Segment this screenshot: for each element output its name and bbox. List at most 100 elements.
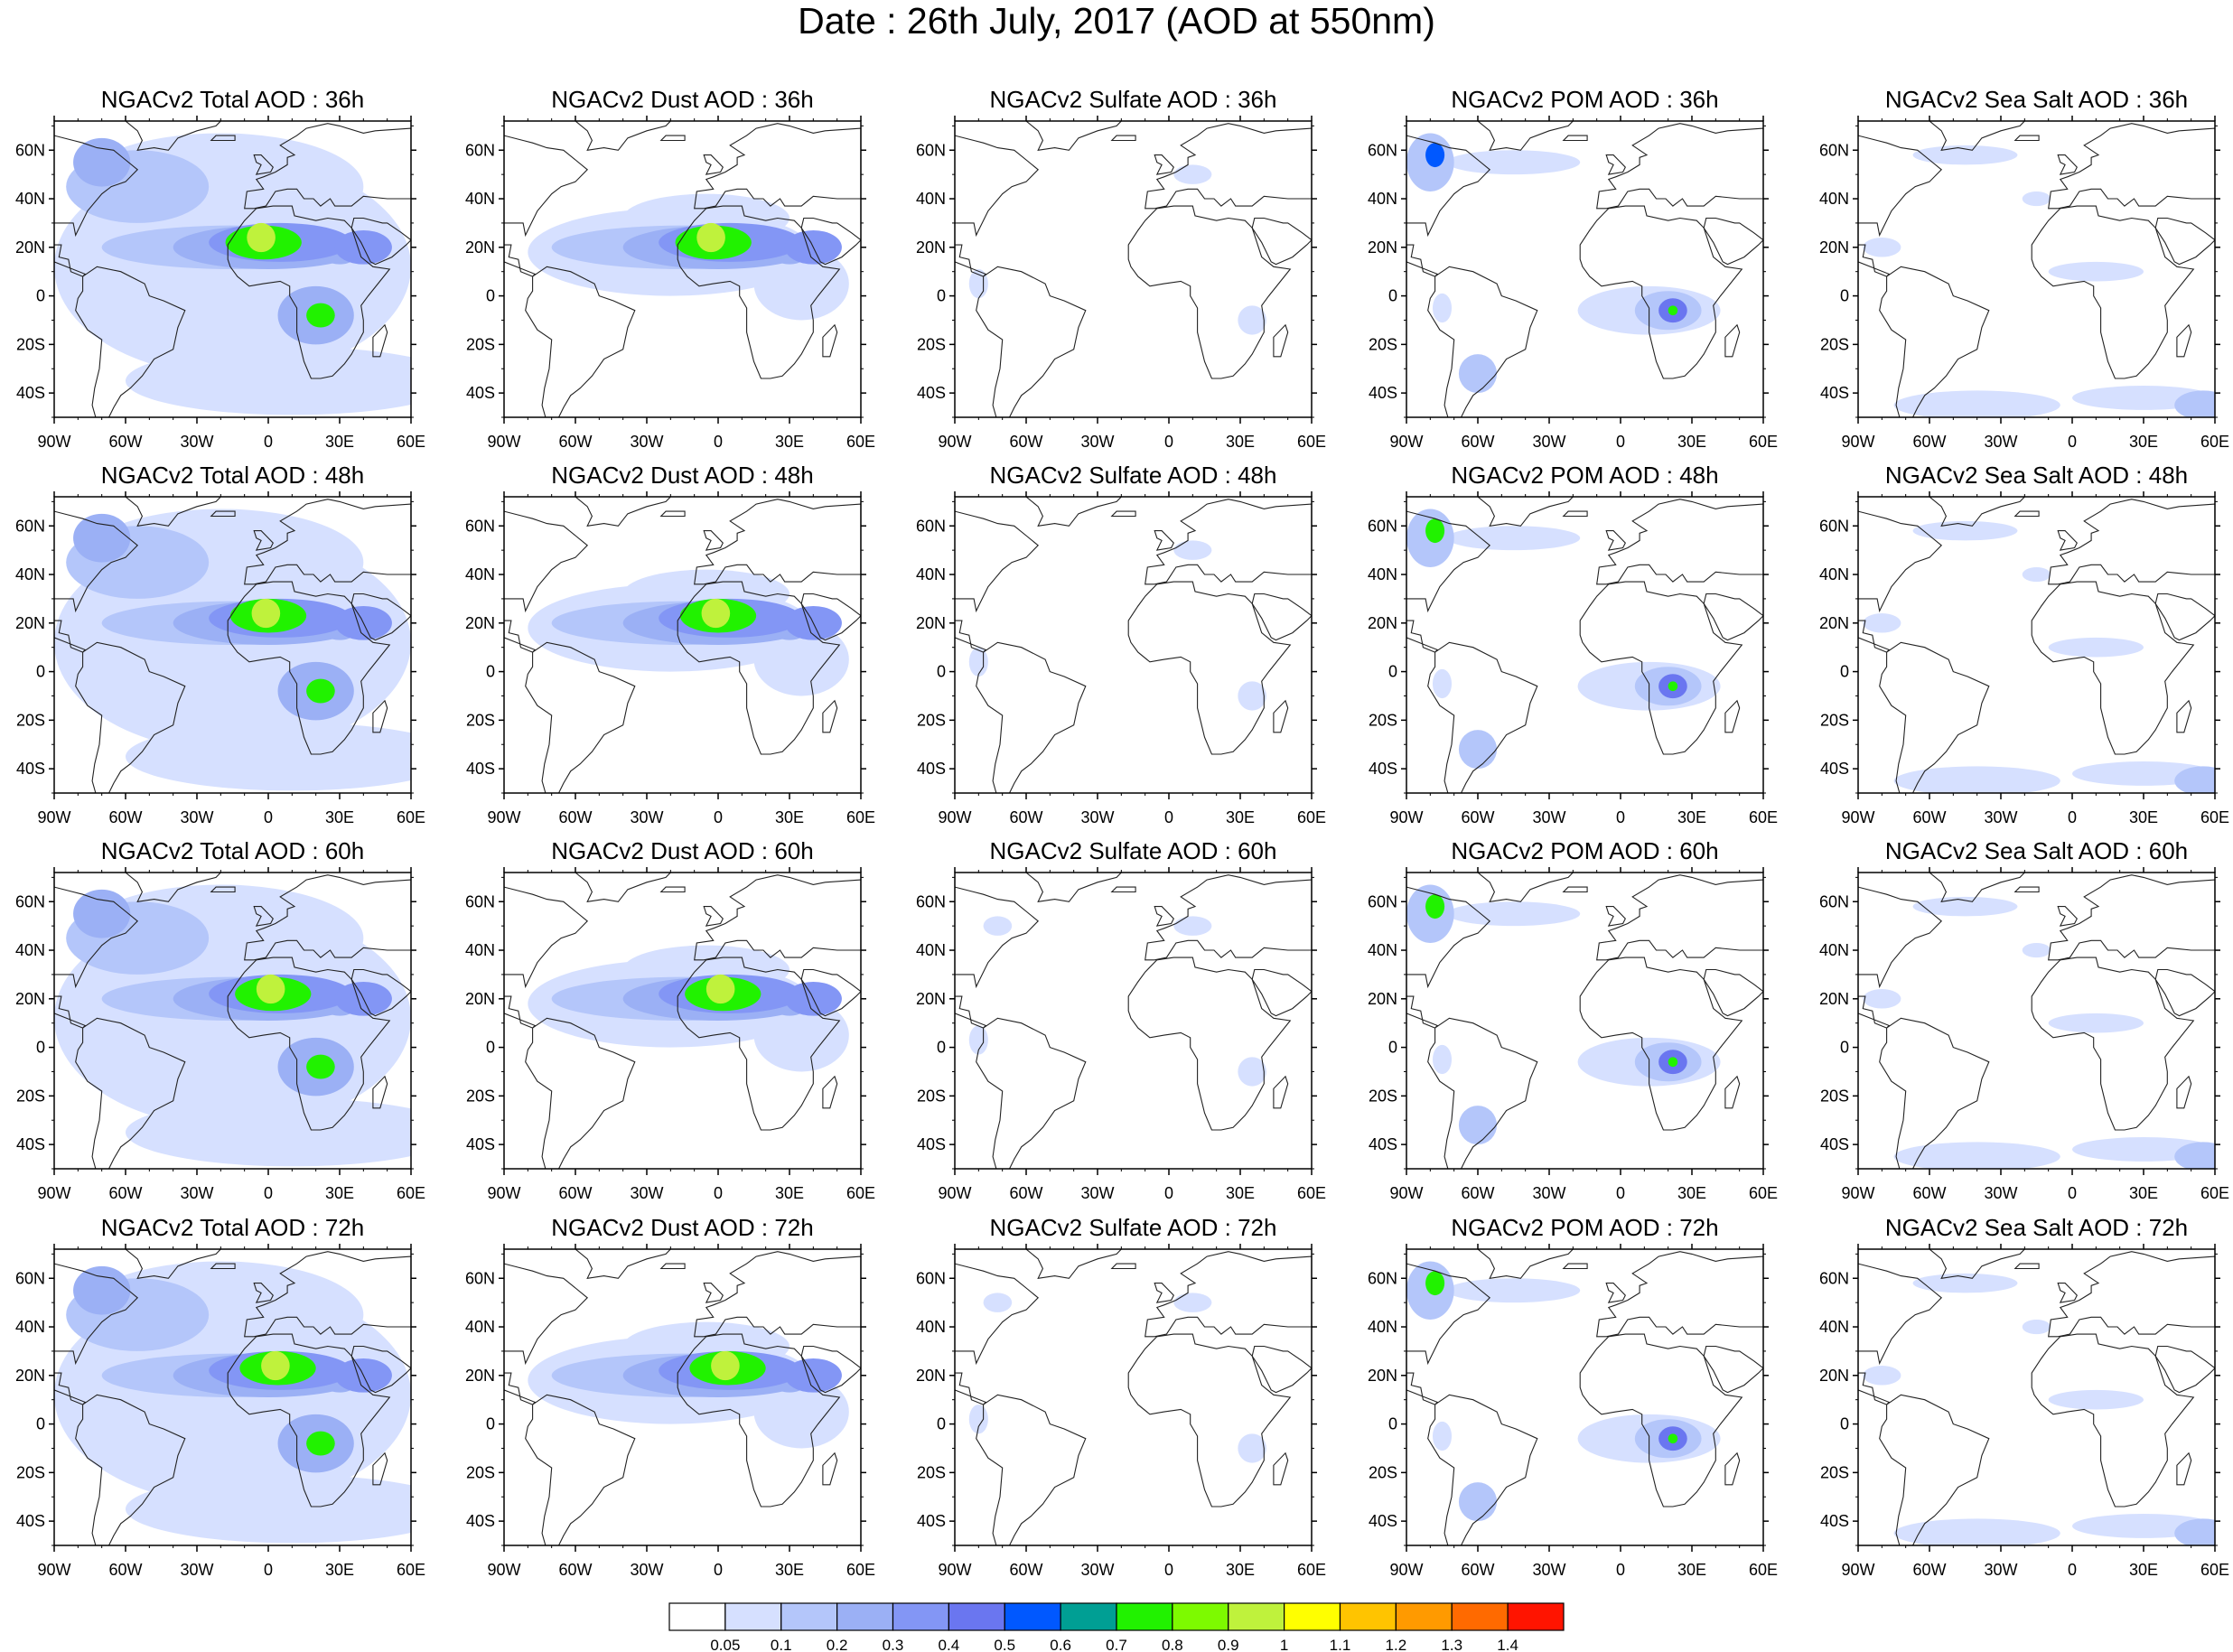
colorbar-label: 1.1 [1330, 1637, 1351, 1652]
coastline [2048, 1251, 2215, 1338]
lat-tick-label: 40S [16, 384, 45, 402]
coastline [1703, 217, 1763, 266]
lon-tick-label: 30W [1080, 1561, 1114, 1579]
lon-tick-label: 30E [1226, 808, 1255, 826]
coastline [1605, 530, 1626, 551]
colorbar-box [1339, 1602, 1397, 1631]
lat-tick-label: 20N [15, 1367, 45, 1385]
aod-contour-blob [1173, 164, 1212, 184]
aod-contour-blob [1425, 894, 1445, 919]
aod-contour-blob [2174, 390, 2215, 417]
lat-tick-label: 40S [917, 1512, 946, 1530]
lat-tick-label: 40N [1368, 941, 1397, 959]
coastline [54, 121, 139, 238]
lon-tick-label: 60W [558, 433, 592, 451]
lon-tick-label: 30W [1532, 433, 1565, 451]
panel-frame [53, 1248, 412, 1546]
aod-contour-blob [306, 1054, 335, 1079]
map-field [54, 121, 411, 417]
coastline [2048, 123, 2215, 210]
lat-tick-label: 0 [937, 1039, 946, 1057]
lat-tick-label: 40S [16, 1135, 45, 1153]
panel-frame [954, 1248, 1313, 1546]
lat-tick-label: 20S [16, 711, 45, 729]
lat-tick-label: 60N [916, 1269, 946, 1287]
lon-tick-label: 0 [264, 1561, 273, 1579]
panel-title: NGACv2 POM AOD : 36h [1451, 86, 1718, 113]
coastline [504, 995, 537, 1029]
aod-contour-blob [306, 303, 335, 328]
aod-contour-blob [983, 916, 1013, 936]
lon-tick-label: 90W [1389, 1561, 1423, 1579]
coastline [2031, 1333, 2195, 1507]
panel-title: NGACv2 Total AOD : 72h [101, 1214, 364, 1241]
coastline [1724, 1075, 1741, 1109]
lat-tick-label: 0 [1388, 1415, 1397, 1433]
lon-tick-label: 30W [1984, 1561, 2017, 1579]
aod-contour-blob [1912, 520, 2018, 541]
lat-tick-label: 20S [1369, 1463, 1397, 1481]
map-field [1406, 1249, 1763, 1545]
lon-tick-label: 30E [1677, 1184, 1706, 1202]
lon-tick-label: 0 [714, 1184, 723, 1202]
coastline [955, 620, 987, 653]
aod-contour-blob [1912, 1273, 2018, 1293]
lat-tick-label: 40S [1820, 1135, 1849, 1153]
coastline [210, 886, 236, 893]
colorbar-box [1507, 1602, 1565, 1631]
lon-tick-label: 90W [938, 1561, 971, 1579]
lat-tick-label: 60N [465, 517, 495, 535]
lat-tick-label: 0 [1388, 287, 1397, 305]
coastline [976, 641, 1087, 793]
lon-tick-label: 60E [397, 1184, 425, 1202]
coastline [2154, 1345, 2215, 1394]
lat-tick-label: 20N [1819, 990, 1849, 1008]
lat-tick-label: 0 [36, 1039, 45, 1057]
lat-tick-label: 20N [15, 990, 45, 1008]
panel-sulfate-row-1: NGACv2 Sulfate AOD : 48h 60N 40N 20N 0 20S 40S… [916, 462, 1326, 826]
coastline [2154, 217, 2215, 266]
colorbar-label: 0.5 [994, 1637, 1015, 1652]
lat-tick-label: 20N [1368, 614, 1397, 632]
lat-tick-label: 40N [916, 1318, 946, 1336]
map-field [54, 873, 411, 1169]
coastline [1406, 244, 1439, 277]
panel-title: NGACv2 Sea Salt AOD : 60h [1885, 837, 2188, 864]
panel-frame [1857, 1248, 2216, 1546]
coastline [372, 1075, 388, 1109]
coastline [54, 620, 87, 653]
coastline [2057, 530, 2078, 551]
panel-frame [1857, 120, 2216, 418]
lat-tick-label: 0 [486, 1415, 495, 1433]
coastline [1406, 873, 1491, 989]
coastline [125, 873, 222, 902]
coastline [525, 266, 636, 417]
coastline [253, 906, 274, 927]
coastline [1110, 510, 1136, 518]
lon-tick-label: 30W [1080, 433, 1114, 451]
lon-tick-label: 90W [1389, 433, 1423, 451]
lon-tick-label: 0 [1616, 808, 1625, 826]
aod-contour-blob [1668, 681, 1678, 692]
coastline [1427, 1394, 1538, 1545]
coastline [1858, 1249, 1943, 1366]
coastline [1406, 1372, 1439, 1405]
lat-tick-label: 20S [1369, 711, 1397, 729]
panel-title: NGACv2 Sea Salt AOD : 36h [1885, 86, 2188, 113]
lat-tick-label: 20N [15, 614, 45, 632]
coastline [75, 266, 186, 417]
colorbar-box [1228, 1602, 1285, 1631]
coastline [955, 995, 987, 1029]
aod-contour-blob [1432, 1421, 1453, 1451]
coastline [1273, 1075, 1289, 1109]
aod-contour-blob [968, 647, 988, 677]
coastline [677, 581, 841, 755]
lon-tick-label: 30E [775, 808, 804, 826]
aod-contour-blob [711, 1350, 740, 1381]
aod-contour-blob [2048, 1389, 2144, 1410]
panel-frame [954, 496, 1313, 794]
coastline [955, 497, 1040, 613]
lon-tick-label: 30E [775, 433, 804, 451]
coastline [1596, 874, 1763, 961]
coastline [372, 1451, 388, 1486]
